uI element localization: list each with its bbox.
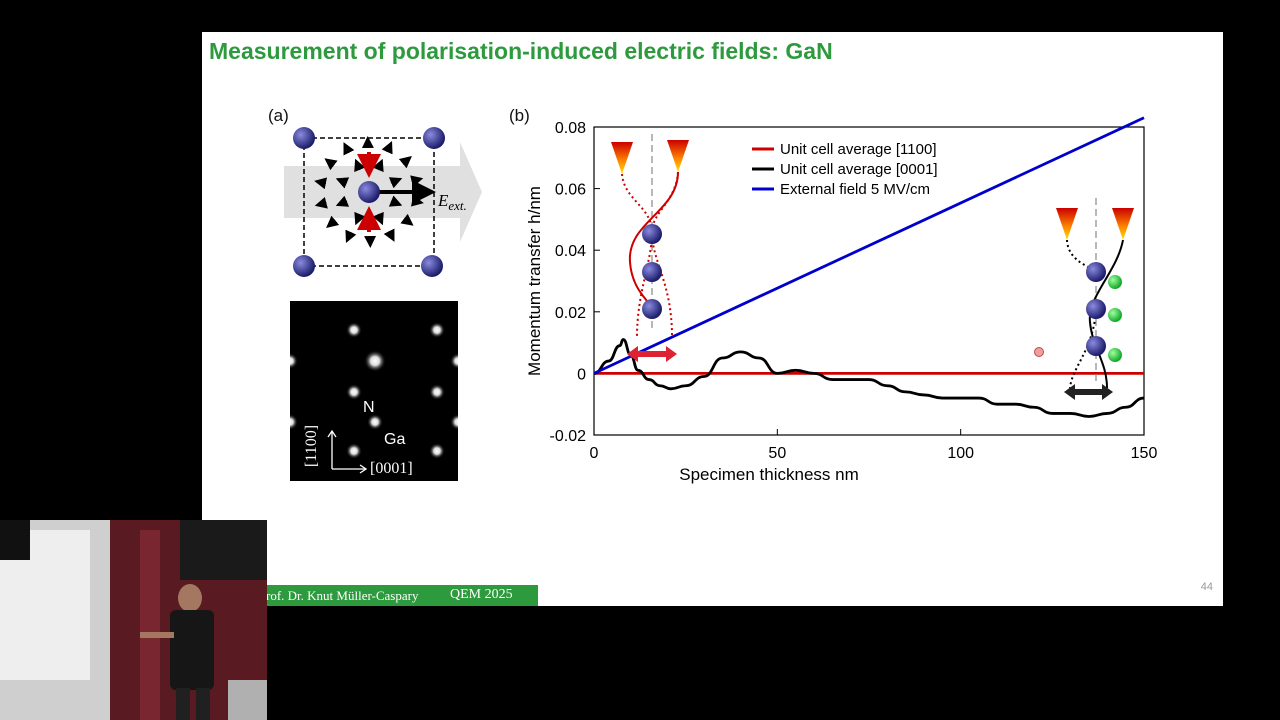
momentum-chart: 0 50 100 150-0.0200.020.040.060.08Specimen … — [525, 116, 1158, 484]
speaker-webcam-video — [0, 520, 267, 720]
chart-legend: Unit cell average [1100] Unit cell averag… — [752, 141, 938, 198]
field-vector-arrow — [345, 229, 357, 244]
x-tick-label: 0 — [590, 445, 599, 462]
y-tick-label: -0.02 — [550, 428, 587, 445]
y-axis-label: Momentum transfer h/nm — [525, 186, 544, 376]
panel-b-label: (b) — [509, 106, 530, 125]
corner-atom — [421, 255, 443, 277]
corner-atom — [293, 127, 315, 149]
field-vector-arrow — [314, 196, 328, 209]
x-tick-label: 50 — [768, 445, 786, 462]
footer-author: rof. Dr. Knut Müller-Caspary — [266, 588, 419, 603]
y-tick-label: 0.06 — [555, 182, 586, 199]
unit-cell-illustration: Eext. — [284, 127, 482, 277]
presentation-slide: Measurement of polarisation-induced elec… — [202, 32, 1223, 606]
x-axis-label: Specimen thickness nm — [679, 465, 859, 484]
y-tick-label: 0 — [577, 366, 586, 383]
field-vector-arrow — [381, 140, 393, 155]
y-tick-label: 0.02 — [555, 305, 586, 322]
panel-a-label: (a) — [268, 106, 289, 125]
laser-pointer-dot — [1034, 347, 1044, 357]
legend-label-1: Unit cell average [1100] — [780, 141, 936, 158]
footer-bar: rof. Dr. Knut Müller-Caspary QEM 2025 — [264, 585, 538, 606]
field-vector-arrow — [388, 195, 403, 207]
field-vector-arrow — [398, 156, 412, 169]
legend-label-2: Unit cell average [0001] — [780, 161, 938, 178]
corner-atom — [423, 127, 445, 149]
corner-atom — [293, 255, 315, 277]
right-inset-schematic — [1056, 198, 1134, 400]
y-tick-label: 0.08 — [555, 120, 586, 137]
footer-conference: QEM 2025 — [450, 587, 513, 602]
series-line-3 — [593, 116, 1145, 375]
series-line-2 — [593, 338, 1145, 418]
legend-label-3: External field 5 MV/cm — [780, 181, 930, 198]
field-vector-arrow — [400, 213, 414, 226]
n-label: N — [363, 399, 375, 416]
field-vector-arrow — [343, 142, 355, 156]
plot-frame — [593, 126, 1145, 436]
field-label: Eext. — [437, 191, 467, 213]
axis-label-vertical: [1100] — [303, 424, 320, 468]
left-inset-schematic — [611, 134, 689, 362]
field-vector-arrow — [383, 228, 395, 242]
diffraction-pattern: N Ga [0001] [1100] — [290, 301, 458, 481]
y-tick-label: 0.04 — [555, 243, 586, 260]
ga-label: Ga — [384, 431, 406, 448]
x-tick-label: 150 — [1131, 445, 1158, 462]
axis-label-horizontal: [0001] — [370, 460, 413, 477]
field-vector-arrow — [335, 177, 350, 189]
field-vector-arrow — [388, 177, 403, 189]
field-vector-arrow — [314, 177, 328, 190]
slide-title: Measurement of polarisation-induced elec… — [209, 38, 833, 64]
field-vector-arrow — [324, 158, 338, 171]
field-vector-arrow — [326, 215, 340, 228]
field-vector-arrow — [335, 195, 350, 207]
page-number: 44 — [1200, 581, 1213, 593]
center-atom — [358, 181, 380, 203]
x-tick-label: 100 — [947, 445, 974, 462]
